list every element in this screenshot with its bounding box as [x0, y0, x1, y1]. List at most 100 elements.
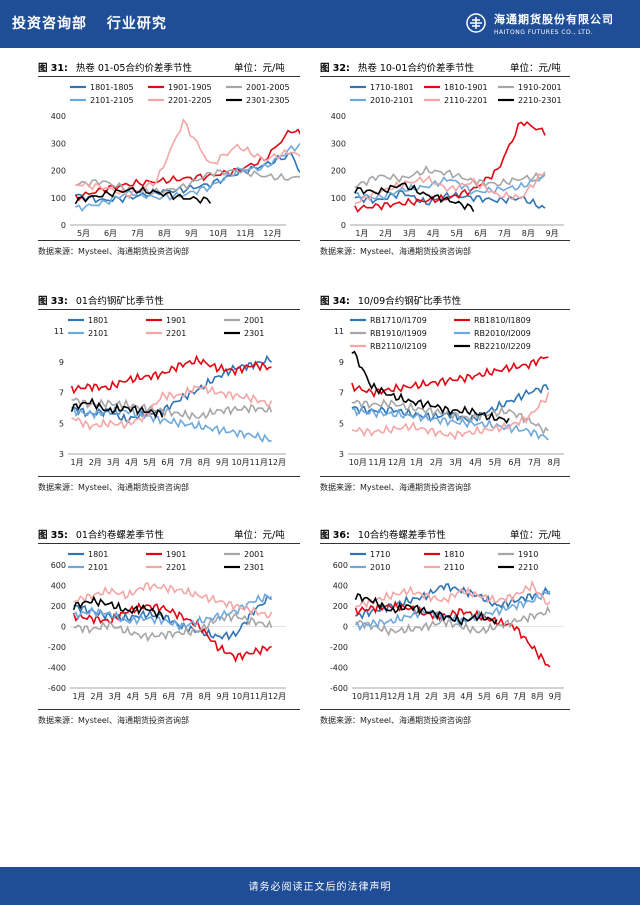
figure-caption: 10合约卷螺差季节性: [357, 530, 446, 541]
legend-label: RB1710/I1709: [370, 316, 427, 325]
legend-label: 2101: [88, 329, 108, 338]
series-line-2201: [73, 581, 273, 619]
legend-label: 2201: [166, 329, 186, 338]
figure-title: 图 34: 10/09合约钢矿比季节性: [320, 293, 461, 309]
x-tick-label: 3月: [108, 692, 121, 701]
series-line-RB1710/I1709: [351, 383, 550, 424]
series-line-2001: [71, 397, 273, 421]
data-source: 数据来源：Mysteel、海通期货投资咨询部: [38, 247, 190, 256]
legend-label: 2301: [244, 563, 264, 572]
y-tick-label: 200: [51, 167, 66, 176]
title-rule: [320, 309, 570, 310]
legend-label: RB1810/I1809: [474, 316, 531, 325]
figure-panel-32: 图 32: 热卷 10-01合约价差季节性 单位：元/吨 0 100 200 300 40…: [320, 60, 570, 265]
y-tick-label: 200: [331, 167, 346, 176]
x-tick-label: 12月: [268, 692, 286, 701]
x-tick-label: 7月: [513, 692, 526, 701]
figure-title: 图 31: 热卷 01-05合约价差季节性: [38, 60, 192, 76]
x-tick-label: 8月: [522, 229, 535, 238]
y-tick-label: -600: [48, 684, 66, 693]
y-tick-label: 100: [331, 194, 346, 203]
title-rule: [38, 76, 300, 77]
x-tick-label: 6月: [474, 229, 487, 238]
y-tick-label: 600: [333, 561, 348, 570]
y-tick-label: 11: [54, 327, 64, 336]
y-tick-label: -600: [330, 684, 348, 693]
y-tick-label: 0: [61, 623, 66, 632]
series-line-RB2210/I2209: [351, 350, 510, 425]
series-line-1801: [73, 594, 272, 642]
x-tick-label: 10月: [232, 692, 250, 701]
legend-label: 2101-2105: [90, 96, 134, 105]
source-rule: [320, 709, 570, 710]
y-tick-label: 5: [339, 419, 344, 428]
x-tick-label: 1月: [410, 458, 423, 467]
department-label: 投资咨询部: [12, 16, 87, 32]
x-tick-label: 8月: [548, 458, 561, 467]
x-tick-label: 1月: [71, 458, 84, 467]
legend-label: 1810: [444, 550, 464, 559]
x-tick-label: 11月: [236, 229, 254, 238]
legend-label: 2110-2201: [444, 96, 488, 105]
legend-label: 2001: [244, 550, 264, 559]
y-tick-label: 5: [59, 419, 64, 428]
y-tick-label: 11: [334, 327, 344, 336]
page-header: 投资咨询部 行业研究 海通期货股份有限公司 HAITONG FUTURES CO…: [0, 0, 640, 48]
x-tick-label: 4月: [126, 692, 139, 701]
page-footer: 请务必阅读正文后的法律声明: [0, 867, 640, 905]
x-tick-label: 1月: [72, 692, 85, 701]
figure-title: 图 35: 01合约卷螺差季节性: [38, 527, 164, 543]
figure-caption: 热卷 01-05合约价差季节性: [75, 63, 192, 74]
figure-panel-35: 图 35: 01合约卷螺差季节性 单位：元/吨 -600 -400 -200 0 200 4…: [38, 527, 300, 732]
legend-label: 2010: [370, 563, 390, 572]
source-rule: [38, 476, 300, 477]
figure-number: 图 31:: [38, 63, 68, 74]
x-tick-label: 12月: [387, 692, 405, 701]
figure-caption: 10/09合约钢矿比季节性: [357, 296, 462, 307]
x-tick-label: 7月: [180, 458, 193, 467]
y-tick-label: -200: [48, 643, 66, 652]
series-line-1901: [70, 354, 272, 395]
x-tick-label: 5月: [478, 692, 491, 701]
x-tick-label: 3月: [443, 692, 456, 701]
x-tick-label: 9月: [185, 229, 198, 238]
legend-label: RB2210/I2209: [474, 342, 531, 351]
x-tick-label: 6月: [161, 458, 174, 467]
y-tick-label: 0: [343, 623, 348, 632]
x-tick-label: 7月: [131, 229, 144, 238]
chart-10-09-steel-ore-ratio: 3 5 7 9 11 10月 11月 12月 1月 2月 3月 4月 5月 6月 7月 8月 RB1710/I1…: [334, 316, 564, 467]
figure-title: 图 36: 10合约卷螺差季节性: [320, 527, 446, 543]
series-line-2110-2201: [354, 171, 546, 205]
figure-panel-36: 图 36: 10合约卷螺差季节性 单位：元/吨 -600 -400 -200 0 200 4…: [320, 527, 570, 732]
x-tick-label: 1月: [355, 229, 368, 238]
x-tick-label: 11月: [369, 692, 387, 701]
legal-notice: 请务必阅读正文后的法律声明: [248, 882, 392, 893]
x-tick-label: 8月: [158, 229, 171, 238]
figure-number: 图 36:: [320, 530, 350, 541]
figure-panel-33: 图 33: 01合约钢矿比季节性 3 5 7 9 11 1月 2月 3月 4月 5月 6月 7月 8月 9月…: [38, 293, 300, 498]
x-tick-label: 11月: [368, 458, 386, 467]
series-line-2301: [70, 397, 164, 419]
series-line-RB2010/I2009: [351, 407, 549, 441]
figure-caption: 01合约钢矿比季节性: [75, 296, 164, 307]
unit-label: 单位：元/吨: [234, 530, 285, 541]
series-line-RB2110/I2109: [351, 392, 550, 441]
unit-label: 单位：元/吨: [234, 63, 285, 74]
figure-title: 图 32: 热卷 10-01合约价差季节性: [320, 60, 474, 76]
x-tick-label: 11月: [250, 458, 268, 467]
legend-label: 2201-2205: [168, 96, 212, 105]
series-line-1910: [355, 605, 551, 637]
figure-caption: 01合约卷螺差季节性: [75, 530, 164, 541]
legend-label: 1910: [518, 550, 538, 559]
x-tick-label: 5月: [450, 229, 463, 238]
legend-label: 1901-1905: [168, 83, 212, 92]
y-tick-label: 9: [339, 358, 344, 367]
x-tick-label: 9月: [549, 692, 562, 701]
title-rule: [320, 543, 570, 544]
x-tick-label: 4月: [460, 692, 473, 701]
unit-label: 单位：元/吨: [510, 530, 561, 541]
x-tick-label: 10月: [352, 692, 370, 701]
legend-label: RB1910/I1909: [370, 329, 427, 338]
source-rule: [320, 240, 570, 241]
source-rule: [38, 240, 300, 241]
